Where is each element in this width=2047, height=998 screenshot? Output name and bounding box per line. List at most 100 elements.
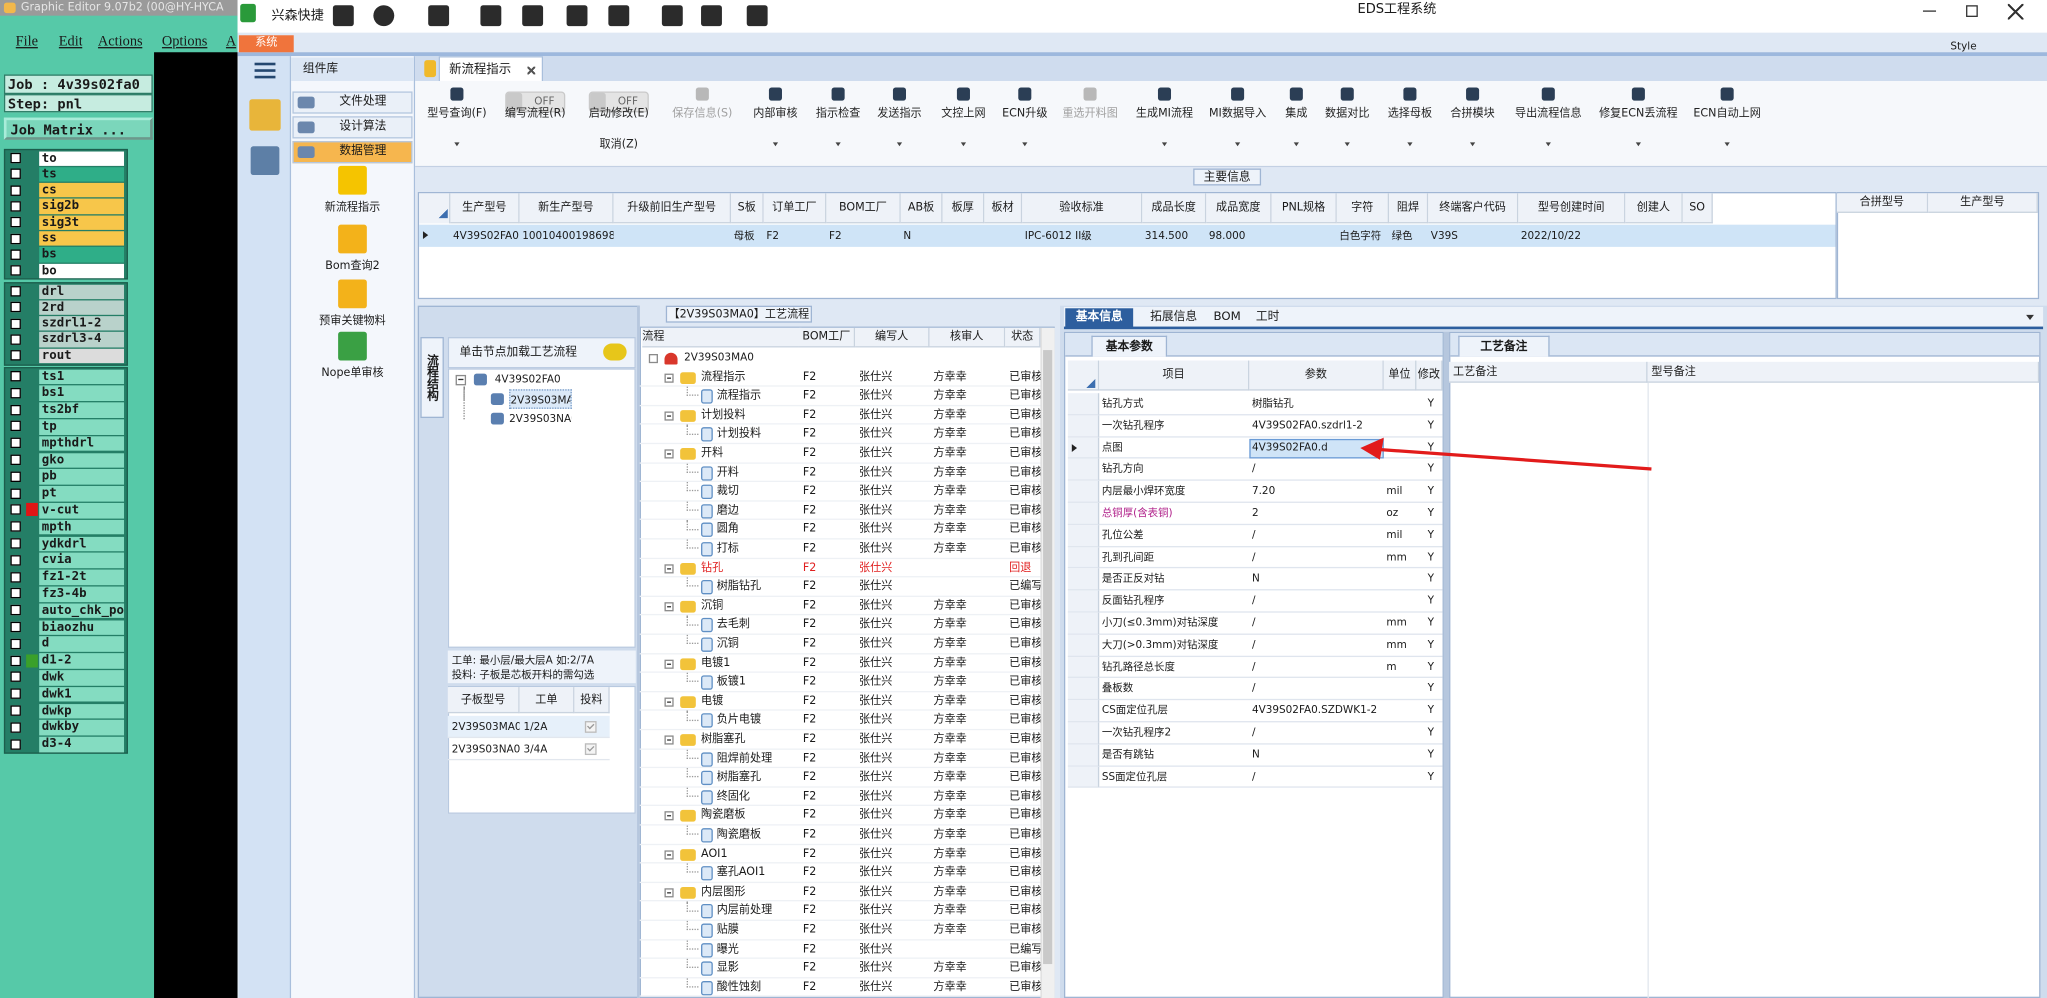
toolbar-button[interactable]: ECN升级: [1002, 107, 1048, 121]
menu-item[interactable]: File: [15, 33, 39, 50]
cell[interactable]: /: [1251, 462, 1256, 475]
details-tab[interactable]: BOM: [1213, 310, 1241, 324]
sidebar-group[interactable]: [292, 91, 413, 114]
toolbar-button[interactable]: 指示检查: [815, 107, 861, 121]
cell[interactable]: /: [1251, 770, 1256, 782]
layer-checkbox[interactable]: [10, 655, 21, 666]
layer-name[interactable]: szdrl1-2: [39, 316, 125, 331]
cell[interactable]: 4V39S02FA0.d: [1251, 440, 1328, 453]
sidebar-group[interactable]: [292, 116, 413, 139]
layer-checkbox[interactable]: [10, 738, 21, 750]
layer-checkbox[interactable]: [10, 404, 21, 415]
layer-checkbox[interactable]: [10, 184, 21, 196]
layer-checkbox[interactable]: [10, 504, 21, 516]
layer-checkbox[interactable]: [10, 538, 21, 549]
layer-name[interactable]: ts1: [39, 369, 125, 385]
toolbar-button[interactable]: 型号查询(F): [427, 107, 487, 121]
document-tab[interactable]: 新流程指示: [438, 56, 544, 83]
layer-checkbox[interactable]: [10, 421, 21, 432]
layer-checkbox[interactable]: [10, 168, 21, 180]
maximize[interactable]: [1966, 5, 1978, 17]
flow-step[interactable]: 树脂钻孔: [716, 580, 762, 594]
close[interactable]: [2007, 3, 2024, 20]
layer-checkbox[interactable]: [10, 454, 21, 466]
minimize[interactable]: [1922, 10, 1937, 12]
toolbar-button[interactable]: 合拼模块: [1450, 107, 1495, 121]
cell[interactable]: N: [1251, 572, 1260, 585]
sidebar-item[interactable]: 新流程指示: [324, 201, 381, 215]
layer-name[interactable]: dwkp: [39, 703, 125, 719]
cell[interactable]: 4V39S02FA0.szdrl1-2: [1251, 419, 1363, 431]
layer-name[interactable]: cs: [39, 183, 125, 198]
flow-step[interactable]: 树脂塞孔: [716, 770, 762, 785]
side-tab[interactable]: 流程结构: [420, 337, 444, 419]
toolbar-button[interactable]: 文控上网: [941, 107, 986, 121]
cell[interactable]: 2: [1251, 506, 1259, 519]
cell[interactable]: /: [1251, 726, 1256, 739]
flow-step[interactable]: 计划投料: [701, 408, 746, 422]
flow-step[interactable]: 陶瓷磨板: [716, 828, 762, 842]
flow-step[interactable]: 磨边: [716, 503, 739, 518]
flow-step[interactable]: 电镀1: [701, 656, 731, 670]
toolbar-button[interactable]: 重选开料图: [1062, 107, 1118, 121]
layer-checkbox[interactable]: [10, 318, 21, 329]
layer-name[interactable]: pt: [39, 486, 125, 502]
details-tab[interactable]: 基本信息: [1065, 308, 1134, 328]
flow-step[interactable]: 内层前处理: [716, 904, 773, 918]
flow-step[interactable]: 沉铜: [716, 637, 739, 651]
layer-name[interactable]: szdrl3-4: [39, 332, 125, 348]
style-menu[interactable]: Style: [1950, 40, 1977, 53]
details-tab[interactable]: 拓展信息: [1150, 310, 1198, 324]
sidebar-item[interactable]: Bom查询2: [325, 259, 380, 274]
cell[interactable]: /: [1251, 528, 1256, 541]
sidebar-item[interactable]: Nope单审核: [321, 367, 384, 381]
menu-item[interactable]: Edit: [58, 33, 83, 50]
menu-item[interactable]: Options: [161, 33, 208, 50]
menu-item[interactable]: A: [225, 33, 237, 50]
toolbar-button[interactable]: 生成MI流程: [1135, 107, 1194, 121]
layer-checkbox[interactable]: [10, 265, 21, 276]
flow-step[interactable]: 开料: [716, 465, 739, 479]
sidebar-group[interactable]: [292, 141, 413, 164]
layer-checkbox[interactable]: [10, 233, 21, 244]
layer-name[interactable]: cvia: [39, 552, 125, 569]
layer-name[interactable]: sig3t: [39, 215, 125, 230]
layer-name[interactable]: ts2bf: [39, 402, 125, 418]
flow-step[interactable]: 树脂塞孔: [701, 732, 746, 746]
layer-name[interactable]: auto_chk_poi: [39, 603, 125, 619]
cell[interactable]: 树脂钻孔: [1251, 397, 1294, 409]
flow-step[interactable]: 圆角: [716, 523, 739, 537]
toolbar-button[interactable]: 编写流程(R): [504, 107, 566, 121]
layer-checkbox[interactable]: [10, 387, 21, 399]
layer-name[interactable]: bs: [39, 247, 125, 263]
layer-name[interactable]: drl: [39, 284, 125, 299]
sidebar-item[interactable]: 预审关键物料: [319, 314, 386, 328]
flow-step[interactable]: 钻孔: [701, 561, 724, 575]
layer-name[interactable]: gko: [39, 452, 125, 469]
cell[interactable]: N: [1251, 748, 1260, 760]
layer-name[interactable]: d3-4: [39, 736, 125, 753]
layer-name[interactable]: dwk: [39, 669, 125, 686]
layer-name[interactable]: biaozhu: [39, 619, 125, 636]
flow-step[interactable]: AOI1: [701, 847, 728, 861]
notes-tab[interactable]: 工艺备注: [1458, 335, 1550, 357]
cell[interactable]: /: [1251, 660, 1256, 673]
flow-step[interactable]: 沉铜: [701, 599, 724, 613]
layer-name[interactable]: ss: [39, 231, 125, 246]
layer-name[interactable]: sig2b: [39, 199, 125, 214]
toolbar-button[interactable]: 数据对比: [1325, 107, 1370, 121]
layer-name[interactable]: mpthdrl: [39, 435, 125, 452]
checkbox[interactable]: [584, 743, 597, 756]
toolbar-button[interactable]: 启动修改(E): [588, 107, 649, 121]
system-tab[interactable]: 系统: [238, 35, 294, 53]
toolbar-button[interactable]: 取消(Z): [599, 138, 639, 152]
layer-checkbox[interactable]: [10, 621, 21, 633]
flow-step[interactable]: 曝光: [716, 942, 739, 956]
cell[interactable]: 4V39S02FA0.SZDWK1-2: [1251, 704, 1378, 717]
flow-step[interactable]: 塞孔AOI1: [716, 866, 766, 880]
layer-name[interactable]: fz1-2t: [39, 569, 125, 586]
details-tab[interactable]: 工时: [1255, 310, 1280, 324]
layer-checkbox[interactable]: [10, 334, 21, 345]
toolbar-button[interactable]: 修复ECN丢流程: [1599, 107, 1678, 121]
layer-name[interactable]: dwkby: [39, 720, 125, 736]
